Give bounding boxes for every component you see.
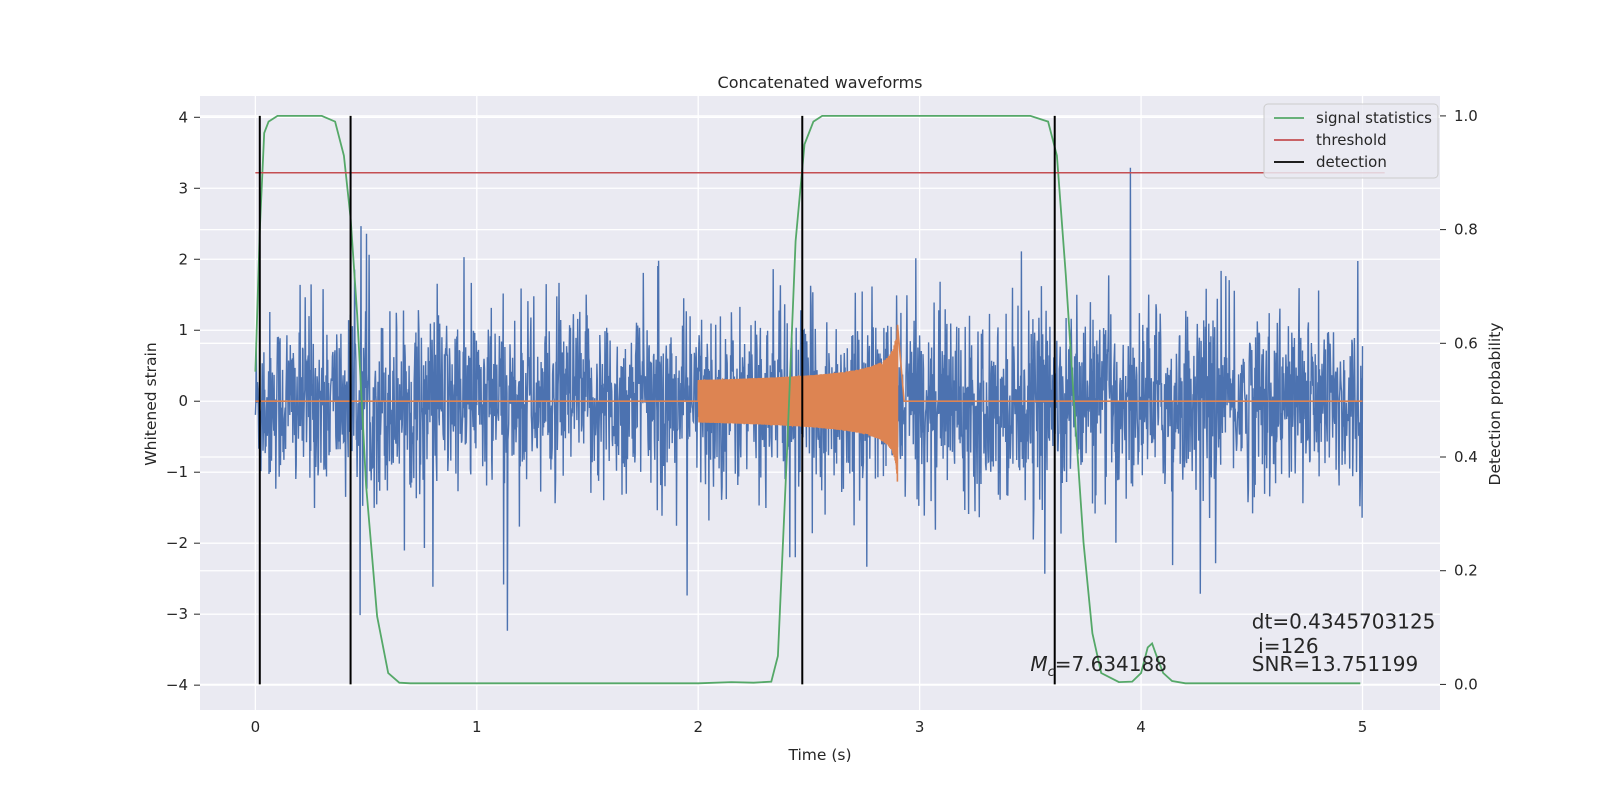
waveform-series — [255, 324, 1363, 482]
right-y-tick-label: 0.6 — [1454, 334, 1478, 352]
right-y-tick-label: 1.0 — [1454, 107, 1478, 125]
x-tick-label: 1 — [472, 718, 482, 736]
annotation-mc-subscript: c — [1048, 665, 1055, 680]
annotation-chirp-mass: Mc=7.634188 — [1030, 652, 1167, 680]
annotation-index: i=126 — [1252, 634, 1319, 658]
y-tick-label: −3 — [166, 605, 188, 623]
x-tick-label: 2 — [693, 718, 703, 736]
y-tick-label: −4 — [166, 676, 188, 694]
left-y-axis-ticks: −4 −3 −2 −1 0 1 2 3 4 — [166, 108, 200, 694]
legend-label-signal-statistics: signal statistics — [1316, 109, 1432, 127]
right-y-axis-ticks: 0.0 0.2 0.4 0.6 0.8 1.0 — [1440, 107, 1478, 693]
right-y-gridlines — [200, 115, 1440, 686]
y-tick-label: −2 — [166, 534, 188, 552]
right-y-tick-label: 0.0 — [1454, 675, 1478, 693]
x-tick-label: 0 — [251, 718, 261, 736]
y-tick-label: −1 — [166, 463, 188, 481]
y-tick-label: 2 — [178, 250, 188, 268]
signal-statistics-series — [254, 115, 1361, 685]
annotation-mc-value: =7.634188 — [1055, 652, 1167, 676]
y-tick-label: 1 — [178, 321, 188, 339]
x-tick-label: 4 — [1136, 718, 1146, 736]
series-layer — [254, 115, 1385, 685]
x-axis-ticks: 0 1 2 3 4 5 — [251, 718, 1368, 736]
y-tick-label: 3 — [178, 179, 188, 197]
right-y-axis-label: Detection probability — [1486, 323, 1504, 486]
x-tick-label: 5 — [1358, 718, 1368, 736]
x-tick-label: 3 — [915, 718, 925, 736]
y-tick-label: 4 — [178, 108, 188, 126]
annotation-dt: dt=0.4345703125 — [1252, 609, 1436, 633]
legend-label-detection: detection — [1316, 153, 1387, 171]
annotations: Mc=7.634188 dt=0.4345703125 i=126 SNR=13… — [1030, 609, 1435, 680]
right-y-tick-label: 0.4 — [1454, 448, 1478, 466]
legend-label-threshold: threshold — [1316, 131, 1387, 149]
right-y-tick-label: 0.8 — [1454, 221, 1478, 239]
x-axis-label: Time (s) — [787, 746, 851, 764]
right-y-tick-label: 0.2 — [1454, 562, 1478, 580]
y-tick-label: 0 — [178, 392, 188, 410]
chart-title: Concatenated waveforms — [718, 73, 923, 92]
annotation-snr: SNR=13.751199 — [1252, 652, 1418, 676]
detection-lines — [258, 115, 1056, 685]
legend: signal statistics threshold detection — [1263, 103, 1439, 179]
y-axis-label: Whitened strain — [142, 342, 160, 465]
annotation-mc-symbol: M — [1030, 652, 1047, 676]
legend-box — [1263, 103, 1439, 179]
